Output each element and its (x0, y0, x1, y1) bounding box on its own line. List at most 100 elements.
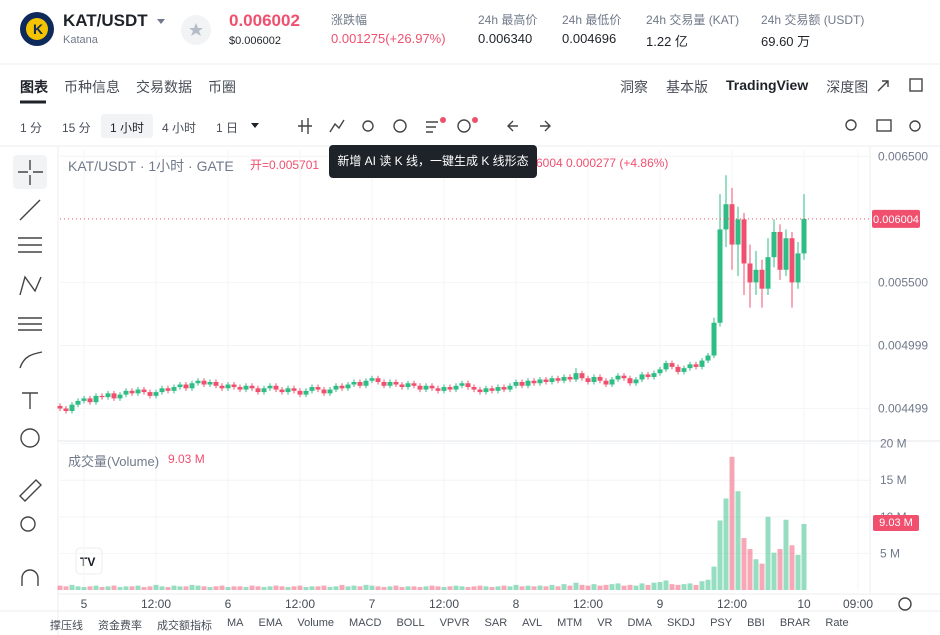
interval[interactable]: 1 日 (216, 121, 239, 135)
indicator[interactable]: VR (597, 617, 613, 629)
candle-body (303, 390, 309, 395)
camera-icon[interactable] (876, 119, 892, 132)
ai-icon[interactable] (426, 121, 438, 133)
indicator[interactable]: BRAR (779, 617, 811, 629)
volume-bar (531, 586, 537, 590)
volume-bar (285, 587, 291, 590)
undo-icon[interactable] (507, 120, 518, 132)
pattern-tool[interactable] (19, 275, 42, 296)
indicator-icon[interactable] (329, 119, 345, 133)
tab[interactable]: 币种信息 (64, 79, 120, 95)
volume-bar (93, 585, 99, 590)
candle-icon[interactable] (298, 118, 312, 134)
settings-icon[interactable] (909, 120, 921, 132)
right-tab[interactable]: 深度图 (826, 79, 869, 95)
indicator[interactable]: MACD (349, 617, 382, 629)
interval[interactable]: 4 小时 (162, 121, 197, 135)
dropdown-arrow[interactable] (157, 19, 165, 24)
settings-bottom-icon[interactable] (898, 597, 912, 611)
candle-body (177, 384, 183, 388)
interval[interactable]: 15 分 (62, 121, 91, 135)
volume-bar (615, 583, 621, 590)
volume-bar (195, 585, 201, 590)
indicator[interactable]: EMA (258, 617, 283, 629)
indicator[interactable]: Rate (825, 617, 849, 629)
volume-bar (585, 585, 591, 590)
y2-tick-label: 15 M (880, 473, 907, 487)
crosshair-tool[interactable] (18, 160, 43, 185)
indicator[interactable]: 撑压线 (50, 620, 83, 632)
text-tool[interactable] (22, 392, 38, 409)
indicator[interactable]: MTM (557, 617, 583, 629)
tool-active[interactable] (13, 155, 47, 189)
indicator[interactable]: 资金费率 (98, 620, 142, 632)
add-icon[interactable] (457, 119, 471, 133)
y-tick-label: 0.004499 (878, 402, 928, 416)
candle-body (351, 382, 357, 385)
fib-tool[interactable] (18, 237, 42, 253)
fullscreen-icon[interactable] (877, 80, 889, 92)
emoji-tool[interactable] (20, 428, 40, 448)
search-icon[interactable] (845, 119, 857, 131)
indicator[interactable]: AVL (522, 617, 543, 629)
candle-body (165, 388, 171, 391)
line-tool[interactable] (19, 199, 41, 221)
ruler-tool[interactable] (19, 479, 42, 502)
volume-bar (219, 585, 225, 590)
right-tab[interactable]: 洞察 (620, 79, 648, 95)
candle-body (105, 393, 111, 398)
indicator[interactable]: VPVR (439, 617, 470, 629)
right-tab[interactable]: 基本版 (666, 79, 708, 95)
indicator[interactable]: 成交额指标 (157, 620, 212, 632)
volume-bar (591, 584, 597, 590)
tab[interactable]: 币圈 (208, 79, 236, 95)
volume-bar (711, 566, 717, 590)
brush-tool[interactable] (19, 351, 43, 369)
x-tick-label: 5 (81, 597, 88, 611)
magnet-tool[interactable] (21, 569, 39, 586)
candle-body (183, 384, 189, 389)
indicator[interactable]: Volume (297, 617, 335, 629)
tv-logo (75, 547, 103, 575)
indicator[interactable]: BBI (747, 617, 765, 629)
volume-bar (525, 585, 531, 590)
volume-bar (501, 585, 507, 590)
zoom-tool[interactable] (20, 516, 36, 532)
candle-body (669, 363, 675, 367)
interval[interactable]: 1 分 (20, 121, 43, 135)
volume-bar (495, 586, 501, 590)
interval[interactable]: 1 小时 (110, 121, 145, 135)
tab[interactable]: 交易数据 (136, 79, 192, 95)
candle-body (555, 378, 561, 381)
indicator[interactable]: DMA (627, 617, 652, 629)
volume-bar (183, 586, 189, 590)
volume-bar (225, 587, 231, 590)
indicator[interactable]: PSY (710, 617, 733, 629)
window-icon[interactable] (909, 78, 923, 92)
candle-body (291, 388, 297, 391)
volume-bar (123, 586, 129, 590)
volume-bar (621, 585, 627, 590)
indicator[interactable]: BOLL (396, 617, 425, 629)
stat-value: 0.004696 (562, 31, 617, 46)
x-tick-label: 9 (657, 597, 664, 611)
replay-icon[interactable] (393, 119, 407, 133)
alert-icon[interactable] (362, 120, 374, 132)
redo-icon[interactable] (540, 120, 551, 132)
candle-body (399, 384, 405, 388)
tab[interactable]: 图表 (20, 79, 48, 95)
measure-lines-tool[interactable] (18, 317, 42, 331)
right-tab[interactable]: TradingView (726, 77, 809, 93)
candle-body (699, 360, 705, 367)
indicator[interactable]: SAR (484, 617, 508, 629)
indicator[interactable]: MA (227, 617, 244, 629)
candle-body (573, 373, 579, 380)
legend-change: 0.000277 (+4.86%) (566, 156, 669, 170)
candle-body (93, 395, 99, 403)
volume-bar (327, 587, 333, 590)
volume-bar (753, 559, 759, 590)
volume-bar (783, 519, 789, 590)
indicator[interactable]: SKDJ (666, 617, 696, 629)
volume-bar (255, 586, 261, 590)
